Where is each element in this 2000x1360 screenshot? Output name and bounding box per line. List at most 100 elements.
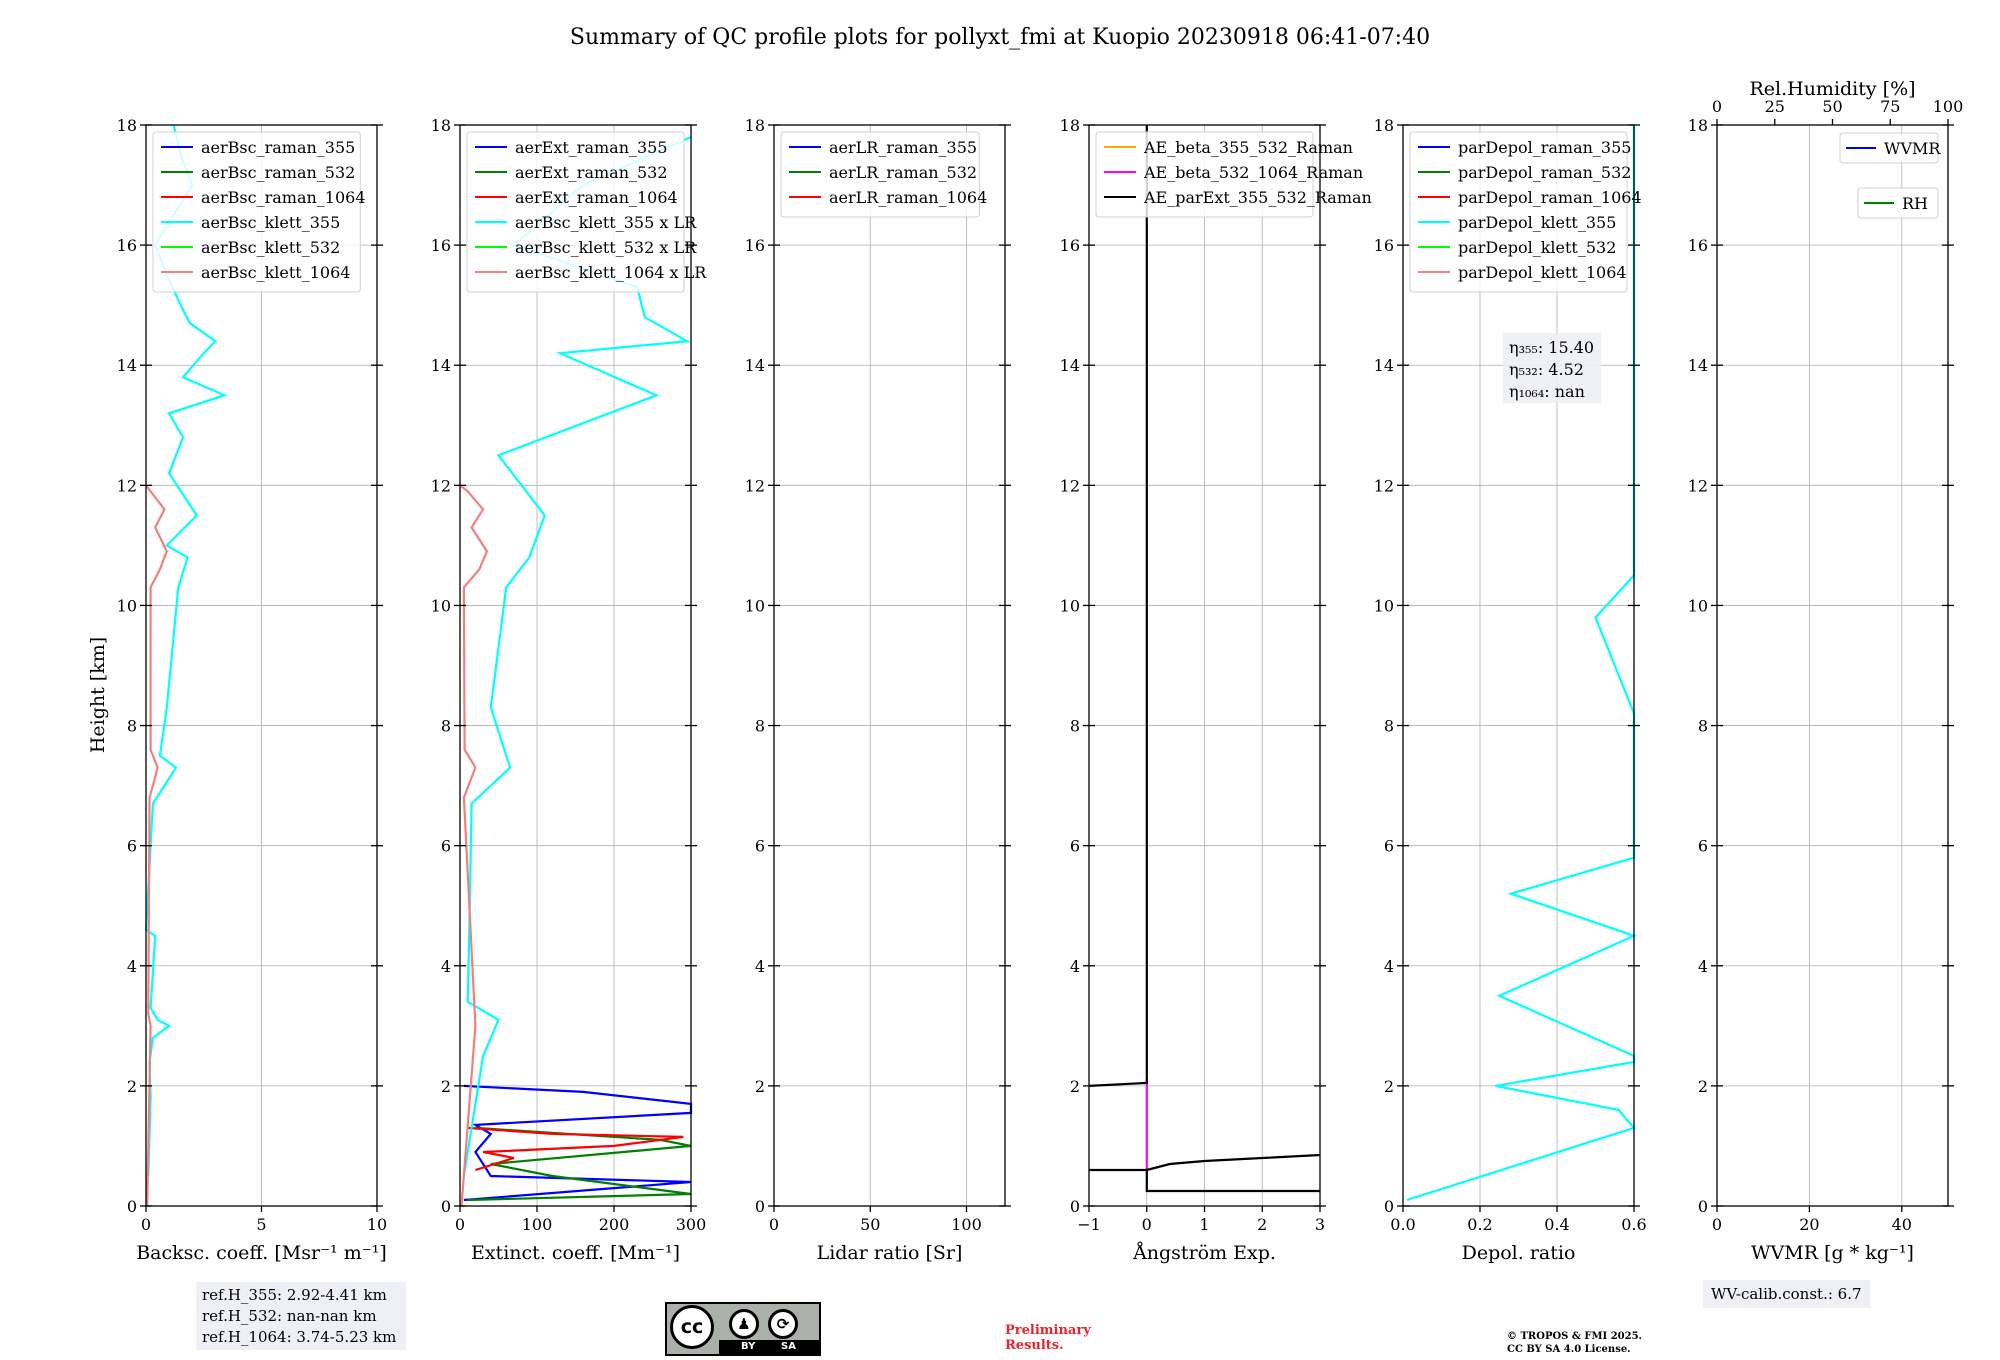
x-tick-label: 300 — [676, 1215, 707, 1234]
reference-height-box: ref.H_355: 2.92-4.41 km ref.H_532: nan-n… — [196, 1282, 406, 1350]
legend-entry: WVMR — [1884, 139, 1941, 158]
axes-frame — [1716, 124, 1949, 1207]
y-tick-label: 2 — [1698, 1077, 1708, 1096]
legend-entry: AE_beta_532_1064_Raman — [1143, 163, 1363, 182]
legend-entry: aerBsc_klett_355 — [201, 213, 340, 232]
x-axis-label: WVMR [g * kg⁻¹] — [1751, 1242, 1914, 1264]
y-tick-label: 6 — [1070, 837, 1080, 856]
y-tick-label: 6 — [755, 837, 765, 856]
preliminary-note: Preliminary Results. — [1005, 1323, 1091, 1353]
x-tick-label: 3 — [1315, 1215, 1325, 1234]
y-tick-label: 16 — [1688, 236, 1708, 255]
series-line — [459, 484, 489, 1207]
y-tick-label: 16 — [745, 236, 765, 255]
y-tick-label: 6 — [127, 837, 137, 856]
y-tick-label: 0 — [1070, 1197, 1080, 1216]
y-tick-label: 14 — [1374, 356, 1394, 375]
y-tick-label: 14 — [1060, 356, 1080, 375]
y-tick-label: 6 — [1698, 837, 1708, 856]
copyright-line-1: © TROPOS & FMI 2025. — [1507, 1331, 1643, 1342]
y-tick-label: 18 — [745, 116, 765, 135]
y-tick-label: 4 — [441, 957, 451, 976]
x-tick-label: 5 — [256, 1215, 266, 1234]
legend-entry: aerBsc_klett_1064 x LR — [515, 263, 707, 282]
series-line — [462, 135, 692, 1177]
series-line — [145, 484, 168, 1207]
annotation-line: η₃₅₅: 15.40 — [1509, 338, 1594, 357]
y-tick-label: 8 — [441, 717, 451, 736]
cc-by-sa-badge: cc ♟ ⟳ BY SA — [665, 1302, 821, 1356]
legend-box — [152, 131, 361, 293]
legend-box — [466, 131, 685, 293]
ref-height-355: ref.H_355: 2.92-4.41 km — [202, 1286, 387, 1304]
y-tick-label: 14 — [1688, 356, 1708, 375]
y-tick-label: 6 — [1384, 837, 1394, 856]
y-tick-label: 2 — [127, 1077, 137, 1096]
x-tick-label: 0.2 — [1467, 1215, 1492, 1234]
attribution-person-icon: ♟ — [729, 1309, 759, 1339]
wv-calibration-box: WV-calib.const.: 6.7 — [1703, 1280, 1870, 1308]
series-line — [467, 1126, 692, 1202]
x-tick-label: 20 — [1799, 1215, 1819, 1234]
y-tick-label: 12 — [1374, 476, 1394, 495]
series-line — [1089, 1168, 1320, 1193]
y-tick-label: 12 — [745, 476, 765, 495]
panel-2: 0 2 4 6 8 10 12 14 16 18 0 100 200 300 Extinct. coeff.… — [431, 116, 708, 1264]
legend: aerLR_raman_355 aerLR_raman_532 aerLR_rama… — [780, 131, 987, 218]
y-tick-label: 10 — [117, 596, 137, 615]
y-axis-label: Height [km] — [87, 637, 109, 753]
y-tick-label: 2 — [1384, 1077, 1394, 1096]
x-tick-label: 10 — [367, 1215, 387, 1234]
x-axis-label: Extinct. coeff. [Mm⁻¹] — [471, 1242, 680, 1264]
legend-entry: aerLR_raman_532 — [829, 163, 977, 182]
y-tick-label: 0 — [1698, 1197, 1708, 1216]
preliminary-line-2: Results. — [1005, 1338, 1064, 1353]
y-tick-label: 4 — [1698, 957, 1708, 976]
legend-entry: aerExt_raman_532 — [515, 163, 668, 182]
x-tick-label: 0 — [141, 1215, 151, 1234]
x-tick-label: 0.4 — [1544, 1215, 1569, 1234]
y-tick-label: 6 — [441, 837, 451, 856]
legend-entry: parDepol_raman_355 — [1458, 138, 1631, 157]
x-axis-label: Backsc. coeff. [Msr⁻¹ m⁻¹] — [136, 1242, 387, 1264]
legend-entry: AE_beta_355_532_Raman — [1143, 138, 1353, 157]
legend-entry: aerBsc_raman_532 — [201, 163, 355, 182]
series-line — [467, 1126, 684, 1172]
x-tick-label: 0 — [1712, 1215, 1722, 1234]
x-tick-label: 1 — [1199, 1215, 1209, 1234]
y-tick-label: 2 — [1070, 1077, 1080, 1096]
preliminary-line-1: Preliminary — [1005, 1323, 1091, 1338]
x-tick-label: 100 — [951, 1215, 982, 1234]
legend-entry: parDepol_raman_1064 — [1458, 188, 1642, 207]
series-line — [144, 124, 228, 1177]
top-x-axis-label: Rel.Humidity [%] — [1749, 78, 1915, 100]
y-tick-label: 18 — [431, 116, 451, 135]
cc-logo-icon: cc — [670, 1305, 714, 1349]
legend: aerBsc_raman_355 aerBsc_raman_532 aerBsc_r… — [152, 131, 366, 293]
cc-sa-label: SA — [781, 1341, 796, 1352]
legend: aerExt_raman_355 aerExt_raman_532 aerExt_r… — [466, 131, 707, 293]
y-tick-label: 16 — [1374, 236, 1394, 255]
y-tick-label: 8 — [1698, 717, 1708, 736]
y-tick-label: 14 — [117, 356, 137, 375]
series-line — [1146, 1153, 1321, 1172]
y-tick-label: 4 — [1384, 957, 1394, 976]
y-tick-label: 12 — [431, 476, 451, 495]
top-x-tick-label: 0 — [1712, 97, 1722, 116]
y-tick-label: 10 — [745, 596, 765, 615]
share-alike-icon: ⟳ — [768, 1309, 798, 1339]
series-line — [463, 1084, 693, 1202]
panel-1: 0 2 4 6 8 10 12 14 16 18 0 5 10 Backsc. coeff. [Msr⁻¹… — [117, 116, 388, 1264]
legend: RH — [1857, 187, 1939, 219]
y-tick-label: 10 — [1688, 596, 1708, 615]
y-tick-label: 10 — [1060, 596, 1080, 615]
top-x-tick-label: 75 — [1880, 97, 1900, 116]
legend-entry: aerBsc_klett_532 x LR — [515, 238, 697, 257]
annotation-box — [1503, 333, 1601, 403]
y-tick-label: 14 — [745, 356, 765, 375]
figure-title: Summary of QC profile plots for pollyxt_… — [570, 25, 1430, 50]
legend-entry: aerBsc_klett_532 — [201, 238, 340, 257]
legend-entry: aerBsc_raman_355 — [201, 138, 355, 157]
y-tick-label: 0 — [127, 1197, 137, 1216]
